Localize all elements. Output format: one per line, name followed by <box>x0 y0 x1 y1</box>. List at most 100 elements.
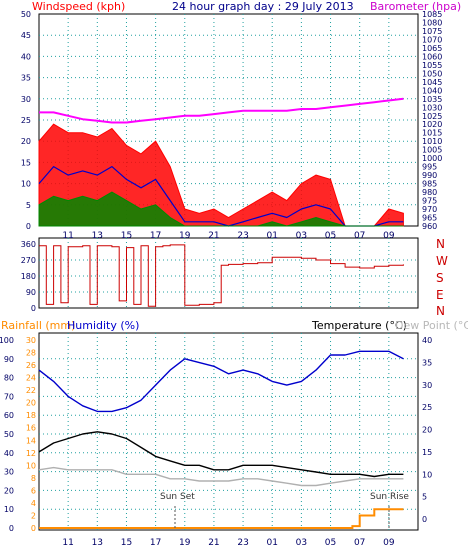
barometer-tick-label: 995 <box>422 163 437 172</box>
humidity-y-tick-label: 10 <box>4 505 14 514</box>
barometer-tick-label: 985 <box>422 180 437 189</box>
rainfall-y-tick-label: 24 <box>26 374 36 383</box>
wind-y-tick-label: 35 <box>21 74 31 83</box>
wind-x-tick-label: 11 <box>62 231 73 241</box>
direction-y-tick-label: 180 <box>21 272 36 281</box>
wind-x-tick-label: 07 <box>354 231 365 241</box>
wind-y-tick-label: 15 <box>21 158 31 167</box>
wind-y-tick-label: 45 <box>21 31 31 40</box>
wind-x-tick-label: 05 <box>325 231 336 241</box>
barometer-tick-label: 1030 <box>422 103 442 112</box>
series-humidity <box>38 350 404 413</box>
barometer-tick-label: 1025 <box>422 112 442 121</box>
sunset-label: Sun Set <box>160 492 195 502</box>
dew-point-axis-title: Dew Point (°C) <box>395 319 468 332</box>
sunrise-label: Sun Rise <box>370 492 409 502</box>
barometer-tick-label: 1060 <box>422 52 442 61</box>
barometer-tick-label: 1035 <box>422 95 442 104</box>
humidity-y-tick-label: 50 <box>4 430 14 439</box>
series-dew-point <box>38 466 404 487</box>
wind-x-tick-label: 15 <box>121 231 132 241</box>
temperature-tick-label: 0 <box>422 515 427 524</box>
temperature-tick-label: 25 <box>422 403 432 412</box>
direction-y-tick-label: 0 <box>31 304 36 313</box>
temperature-tick-label: 40 <box>422 336 432 345</box>
temperature-x-tick-label: 11 <box>62 538 73 548</box>
temperature-tick-label: 35 <box>422 358 432 367</box>
series-barometer <box>39 97 404 124</box>
barometer-tick-label: 1075 <box>422 27 442 36</box>
humidity-y-tick-label: 40 <box>4 449 14 458</box>
barometer-tick-label: 1050 <box>422 69 442 78</box>
wind-y-tick-label: 0 <box>26 222 31 231</box>
temperature-tick-label: 30 <box>422 381 432 390</box>
barometer-tick-label: 975 <box>422 197 437 206</box>
ticks-layer: 0510152025303540455096096597097598098599… <box>0 10 442 548</box>
barometer-tick-label: 990 <box>422 171 437 180</box>
temperature-tick-label: 5 <box>422 493 427 502</box>
temperature-tick-label: 10 <box>422 470 432 479</box>
rainfall-y-tick-label: 28 <box>26 349 36 358</box>
barometer-tick-label: 1065 <box>422 44 442 53</box>
dir-label-n-top: N <box>436 237 445 251</box>
wind-y-tick-label: 50 <box>21 10 31 19</box>
temperature-x-tick-label: 21 <box>208 538 219 548</box>
rainfall-y-tick-label: 20 <box>26 399 36 408</box>
barometer-tick-label: 1085 <box>422 10 442 19</box>
humidity-y-tick-label: 60 <box>4 411 14 420</box>
humidity-y-tick-label: 70 <box>4 392 14 401</box>
dir-label-s: S <box>436 271 444 285</box>
temperature-x-tick-label: 03 <box>296 538 307 548</box>
temperature-x-tick-label: 19 <box>179 538 191 548</box>
temperature-tick-label: 20 <box>422 426 432 435</box>
wind-y-tick-label: 10 <box>21 180 31 189</box>
wind-y-tick-label: 25 <box>21 116 31 125</box>
barometer-tick-label: 965 <box>422 214 437 223</box>
barometer-tick-label: 970 <box>422 205 437 214</box>
temperature-x-tick-label: 05 <box>325 538 336 548</box>
barometer-tick-label: 960 <box>422 222 437 231</box>
temperature-panel <box>38 332 419 531</box>
humidity-y-tick-label: 0 <box>9 524 14 533</box>
wind-x-tick-label: 01 <box>267 231 278 241</box>
dir-label-n-bottom: N <box>436 304 445 318</box>
series-direction <box>39 244 404 307</box>
temperature-x-tick-label: 15 <box>121 538 132 548</box>
wind-x-tick-label: 21 <box>208 231 219 241</box>
wind-x-tick-label: 09 <box>383 231 395 241</box>
barometer-tick-label: 1010 <box>422 137 442 146</box>
temperature-tick-label: 15 <box>422 448 432 457</box>
rainfall-y-tick-label: 10 <box>26 461 36 470</box>
wind-x-tick-label: 17 <box>150 231 161 241</box>
direction-panel <box>38 237 419 309</box>
rainfall-y-tick-label: 2 <box>31 511 36 520</box>
series-low <box>38 191 404 227</box>
humidity-y-tick-label: 90 <box>4 355 14 364</box>
wind-x-tick-label: 13 <box>92 231 103 241</box>
series-temperature <box>38 431 404 478</box>
wind-y-tick-label: 30 <box>21 95 31 104</box>
temperature-x-tick-label: 09 <box>383 538 395 548</box>
barometer-tick-label: 1080 <box>422 18 442 27</box>
wind-x-tick-label: 03 <box>296 231 307 241</box>
dir-label-w: W <box>436 254 448 268</box>
rainfall-y-tick-label: 18 <box>26 411 36 420</box>
direction-y-tick-label: 90 <box>26 288 36 297</box>
temperature-x-tick-label: 07 <box>354 538 365 548</box>
graph-title: 24 hour graph day : 29 July 2013 <box>172 0 354 13</box>
barometer-tick-label: 1040 <box>422 86 442 95</box>
barometer-tick-label: 1055 <box>422 61 442 70</box>
direction-y-tick-label: 360 <box>21 240 36 249</box>
rainfall-axis-title: Rainfall (mm) <box>1 319 75 332</box>
wind-x-tick-label: 23 <box>237 231 248 241</box>
rainfall-y-tick-label: 26 <box>26 361 36 370</box>
wind-x-tick-label: 19 <box>179 231 191 241</box>
rainfall-y-tick-label: 22 <box>26 386 36 395</box>
rainfall-y-tick-label: 12 <box>26 449 36 458</box>
barometer-tick-label: 980 <box>422 188 437 197</box>
barometer-tick-label: 1020 <box>422 120 442 129</box>
humidity-y-tick-label: 100 <box>0 336 14 345</box>
dir-label-e: E <box>436 288 444 302</box>
barometer-tick-label: 1070 <box>422 35 442 44</box>
